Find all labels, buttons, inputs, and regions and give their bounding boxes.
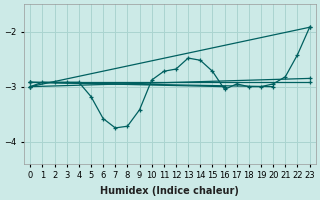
X-axis label: Humidex (Indice chaleur): Humidex (Indice chaleur) bbox=[100, 186, 239, 196]
